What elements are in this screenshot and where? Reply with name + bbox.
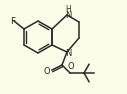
Text: N: N — [65, 49, 71, 58]
Text: N: N — [65, 11, 71, 19]
Text: O: O — [43, 66, 50, 75]
Text: O: O — [68, 62, 74, 71]
Text: F: F — [10, 17, 15, 25]
Text: H: H — [65, 6, 71, 14]
